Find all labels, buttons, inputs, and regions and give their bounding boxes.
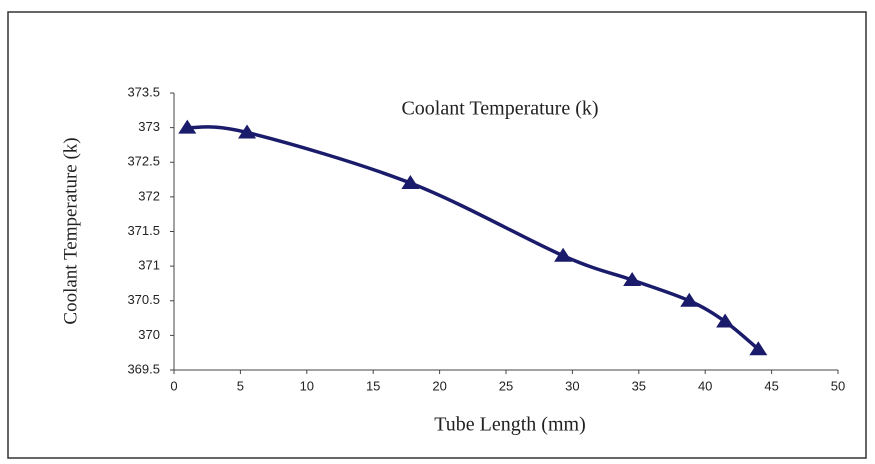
x-tick-label: 15 — [366, 378, 380, 393]
x-tick-label: 0 — [170, 378, 177, 393]
marker — [623, 271, 642, 286]
marker — [238, 124, 257, 139]
marker — [680, 292, 699, 307]
marker — [716, 313, 735, 328]
x-tick-label: 25 — [499, 378, 513, 393]
x-tick-label: 20 — [432, 378, 446, 393]
y-tick-label: 369.5 — [127, 361, 160, 376]
frame — [7, 11, 867, 459]
x-tick-label: 40 — [698, 378, 712, 393]
marker — [178, 119, 197, 134]
y-tick-label: 373 — [138, 119, 160, 134]
y-tick-label: 370.5 — [127, 292, 160, 307]
x-tick-label: 50 — [831, 378, 845, 393]
x-tick-label: 10 — [300, 378, 314, 393]
x-tick-label: 35 — [632, 378, 646, 393]
line — [187, 125, 760, 351]
y-tick-label: 371 — [138, 258, 160, 273]
x-tick-label: 5 — [237, 378, 244, 393]
chart-title: Coolant Temperature (k) — [401, 98, 598, 120]
y-axis-label: Coolant Temperature (k) — [60, 137, 81, 324]
y-tick-label: 371.5 — [127, 223, 160, 238]
marker — [749, 341, 768, 356]
x-axis-label: Tube Length (mm) — [434, 414, 585, 436]
y-tick-label: 372 — [138, 188, 160, 203]
y-tick-label: 373.5 — [127, 84, 160, 99]
y-tick-label: 372.5 — [127, 154, 160, 169]
marker — [401, 175, 420, 190]
marker — [554, 247, 573, 262]
x-tick-label: 45 — [764, 378, 778, 393]
y-tick-label: 370 — [138, 327, 160, 342]
x-tick-label: 30 — [565, 378, 579, 393]
